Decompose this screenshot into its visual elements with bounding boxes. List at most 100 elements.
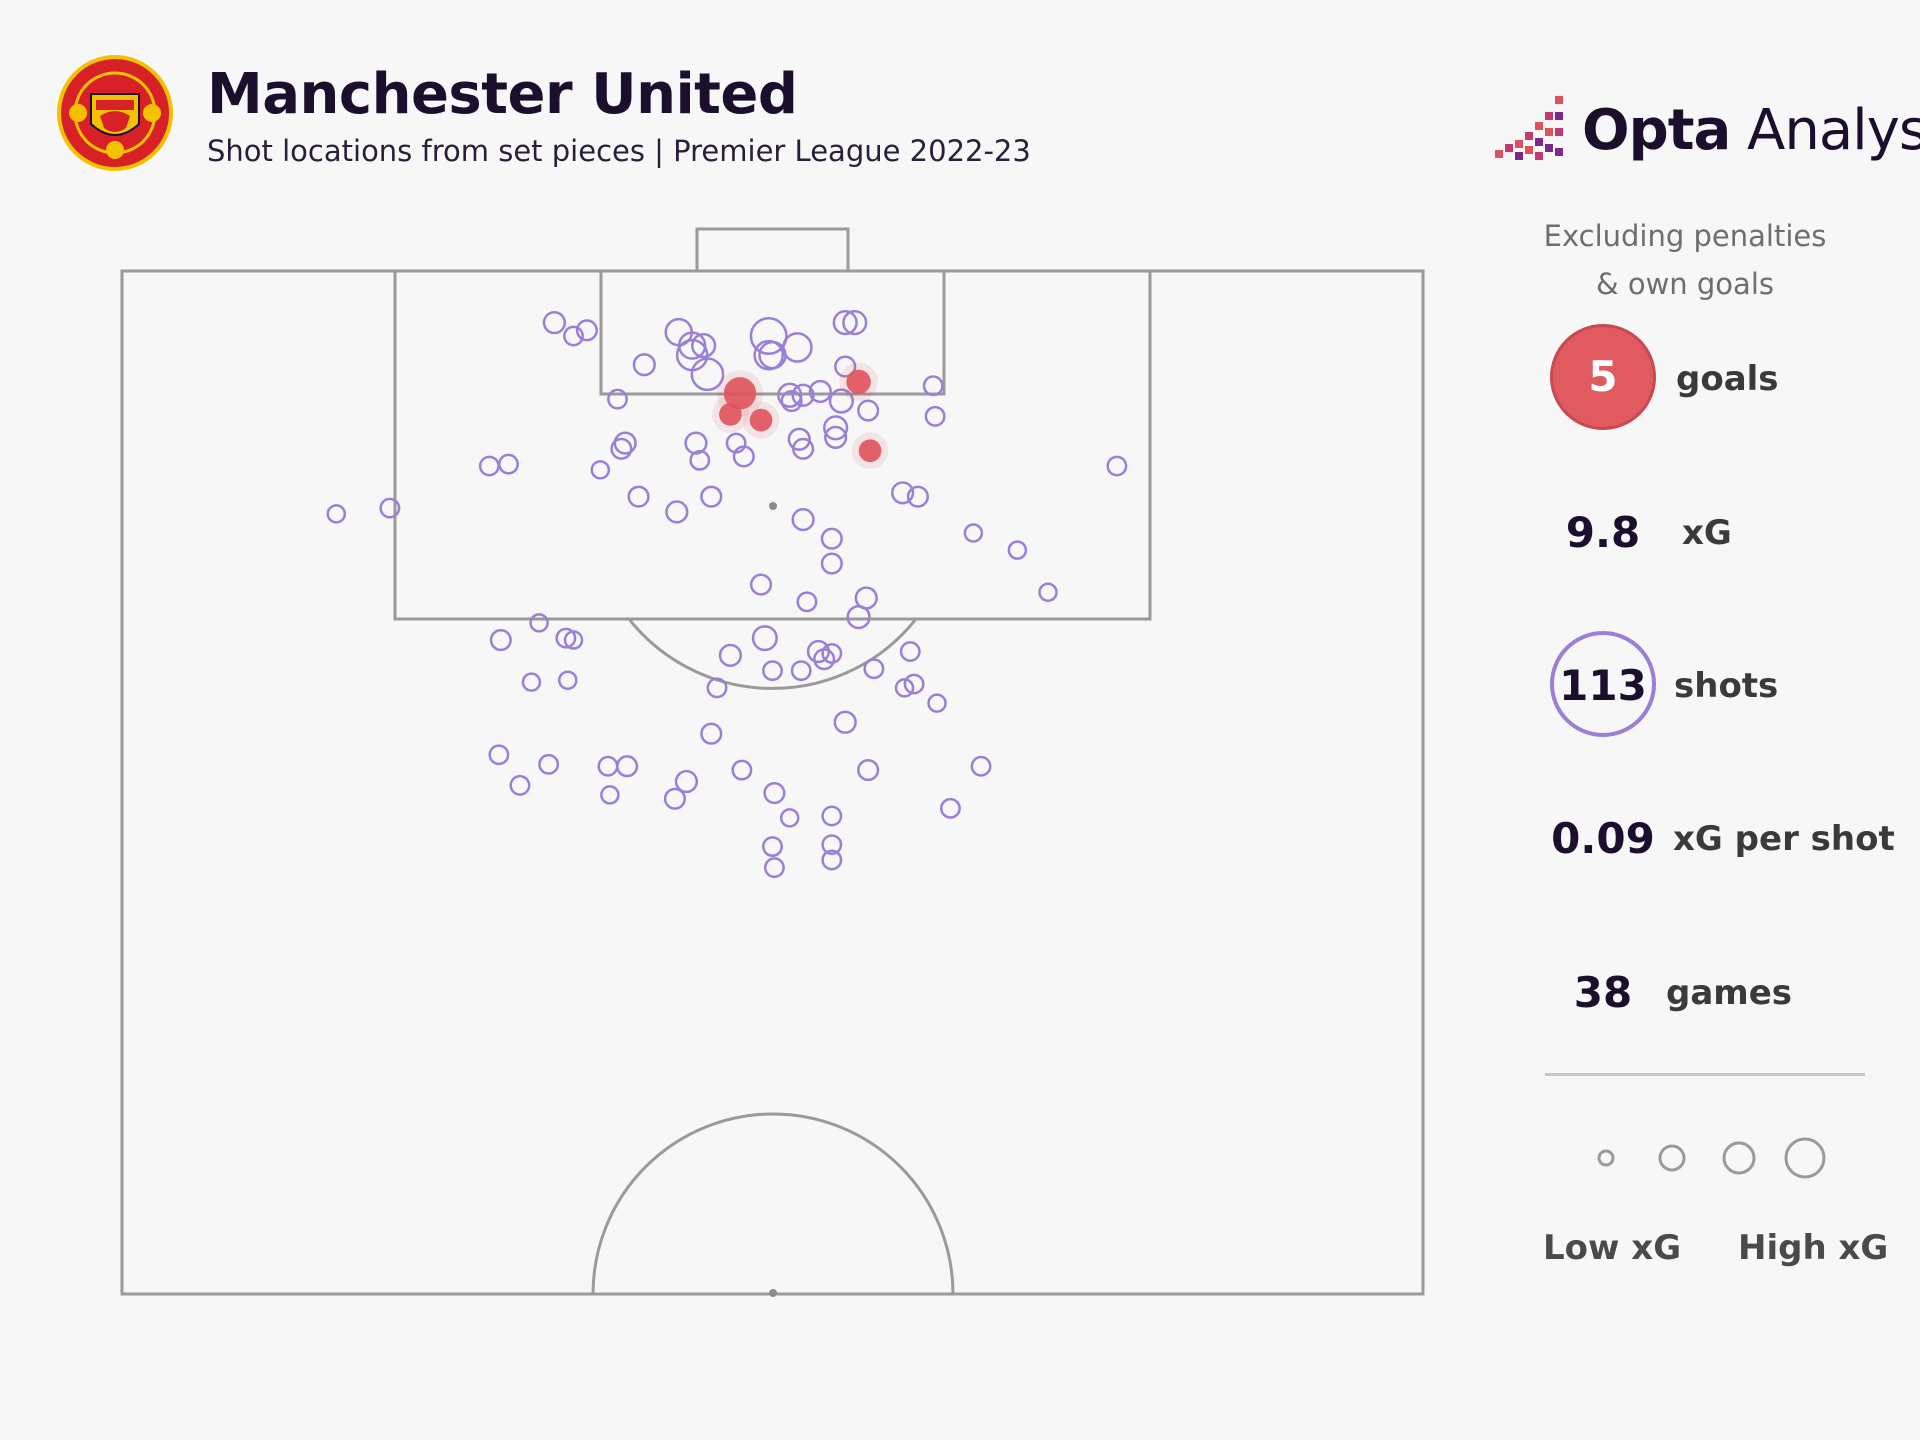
shot-point [600, 785, 620, 805]
legend-size-2 [1658, 1144, 1686, 1172]
shot-point [489, 628, 512, 652]
xg-size-legend [1597, 1137, 1826, 1179]
shot-point [821, 849, 843, 871]
stat-games-label: games [1666, 973, 1793, 1013]
legend-size-1 [1597, 1149, 1615, 1167]
shot-point [1007, 540, 1028, 560]
shot-point [632, 353, 656, 377]
shot-point [478, 455, 500, 477]
note-line-1: Excluding penalties [1543, 219, 1827, 253]
shot-point [796, 591, 818, 613]
shot-point [842, 310, 868, 336]
shot-point [689, 449, 711, 471]
shot-point [906, 485, 929, 508]
legend-high-label: High xG [1738, 1228, 1889, 1268]
shot-point [820, 527, 843, 550]
shot-point [616, 755, 639, 778]
shot-point [663, 787, 686, 810]
stat-goals-label: goals [1676, 359, 1779, 399]
shot-point [700, 722, 723, 745]
stat-games: 38 games [1540, 938, 1900, 1048]
shot-point [706, 677, 728, 699]
shot-point [529, 613, 549, 633]
stat-xg-per-shot: 0.09 xG per shot [1540, 784, 1900, 894]
shot-point [597, 755, 619, 777]
stat-goals: 5 goals [1540, 324, 1900, 434]
logo-light-text: Analyst [1747, 98, 1920, 163]
shot-point [963, 523, 984, 543]
pitch-markings [120, 227, 1425, 1296]
shot-point [690, 357, 725, 392]
shot-point [590, 460, 611, 480]
shot-point [924, 405, 946, 427]
stat-xg-per-shot-value: 0.09 [1551, 814, 1655, 863]
shot-point [718, 643, 743, 667]
shot-point [763, 781, 786, 805]
stat-shots-label: shots [1674, 666, 1779, 706]
shot-point [808, 379, 832, 404]
shot-point [610, 437, 633, 460]
goal-point [749, 408, 773, 432]
shot-marker-icon [1550, 631, 1656, 737]
shot-point [927, 693, 947, 713]
shot-point [753, 339, 784, 371]
centre-spot [769, 1289, 777, 1297]
shot-point [780, 389, 803, 413]
legend-low-label: Low xG [1543, 1228, 1682, 1268]
shot-point [732, 445, 755, 468]
stat-shots: 113 shots [1540, 631, 1900, 741]
shot-point [857, 759, 880, 782]
shot-point [509, 774, 531, 796]
goal-point [858, 439, 882, 463]
shot-point [821, 834, 843, 856]
shot-point [899, 641, 921, 662]
goal-point [846, 369, 871, 395]
shot-point [749, 317, 788, 356]
shot-point [790, 660, 812, 682]
shot-point [824, 425, 848, 449]
centre-circle [591, 1112, 955, 1295]
shot-point [791, 507, 815, 532]
shot-point [498, 453, 519, 475]
shot-point [890, 481, 915, 505]
shot-point [857, 399, 880, 422]
shot-point [538, 753, 560, 775]
shot-point [939, 797, 961, 819]
shots-layer [326, 310, 1128, 879]
shot-point [558, 670, 578, 690]
shot-point [828, 388, 854, 414]
penalty-box [393, 269, 1152, 621]
goal [695, 227, 850, 273]
shot-point [791, 383, 815, 407]
goals-layer [712, 362, 889, 470]
stat-xg-value: 9.8 [1565, 508, 1641, 557]
shot-point [379, 497, 401, 519]
shot-point [779, 808, 800, 828]
shot-point [575, 319, 598, 342]
goal-point [719, 403, 742, 426]
shot-point [792, 437, 815, 460]
chart-title: Manchester United [207, 62, 798, 127]
penalty-spot [769, 502, 777, 510]
shot-point [607, 388, 628, 410]
logo-bold-text: Opta [1582, 98, 1731, 163]
stat-xg: 9.8 xG [1540, 478, 1900, 588]
exclusion-note: Excluding penalties & own goals [1535, 212, 1835, 308]
shot-point [488, 744, 510, 766]
shot-point [749, 573, 773, 596]
opta-analyst-logo-icon [1495, 96, 1563, 160]
shot-point [821, 805, 843, 827]
shot-point [903, 673, 925, 695]
shot-point [1038, 582, 1058, 602]
shot-point [627, 485, 650, 508]
shot-point [674, 769, 699, 794]
panel-divider [1545, 1073, 1865, 1076]
stat-xg-per-shot-label: xG per shot [1673, 819, 1895, 859]
shot-point [762, 836, 783, 858]
shot-point [691, 332, 717, 359]
shot-point [563, 325, 584, 347]
shot-point [684, 431, 708, 455]
shot-point [970, 755, 992, 777]
shot-point [763, 857, 785, 879]
shot-point [846, 604, 871, 630]
